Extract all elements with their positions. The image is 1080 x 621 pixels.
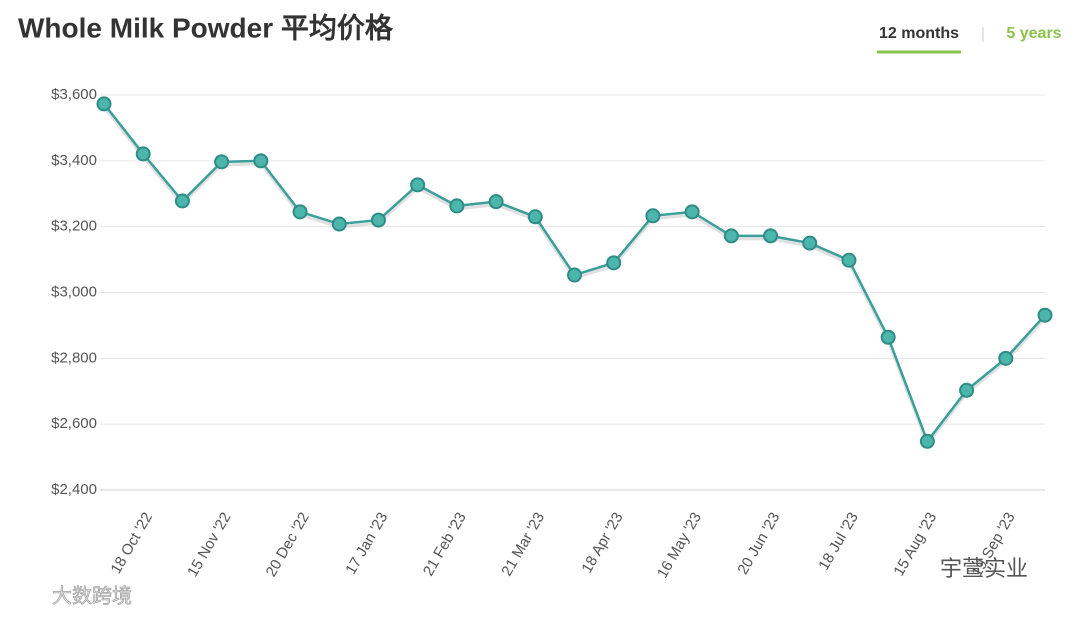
point bbox=[292, 204, 308, 220]
point bbox=[174, 193, 190, 209]
point bbox=[880, 329, 896, 345]
point bbox=[331, 216, 347, 232]
point bbox=[998, 350, 1014, 366]
watermark: 大数跨境 bbox=[52, 584, 132, 607]
x-tick-label: 20 Jun '23 bbox=[734, 509, 783, 577]
point bbox=[449, 198, 465, 214]
y-tick-label: $3,400 bbox=[51, 152, 97, 169]
point bbox=[684, 204, 700, 220]
point bbox=[527, 209, 543, 225]
x-tick-label: 17 Jan '23 bbox=[342, 509, 391, 577]
point bbox=[802, 235, 818, 251]
x-tick-label: 21 Feb '23 bbox=[420, 509, 470, 578]
point bbox=[645, 208, 661, 224]
point bbox=[96, 96, 112, 112]
point bbox=[841, 252, 857, 268]
x-tick-label: 18 Jul '23 bbox=[815, 509, 862, 573]
point bbox=[959, 382, 975, 398]
point bbox=[410, 177, 426, 193]
x-tick-label: 21 Mar '23 bbox=[498, 509, 548, 578]
tab[interactable]: 12 months bbox=[879, 25, 959, 42]
y-tick-label: $2,400 bbox=[51, 481, 97, 498]
y-tick-label: $3,600 bbox=[51, 86, 97, 103]
x-tick-label: 16 May '23 bbox=[654, 509, 705, 581]
point bbox=[919, 433, 935, 449]
point bbox=[763, 228, 779, 244]
point bbox=[370, 212, 386, 228]
point bbox=[488, 194, 504, 210]
y-tick-label: $3,000 bbox=[51, 283, 97, 300]
point bbox=[253, 153, 269, 169]
point bbox=[567, 267, 582, 283]
x-tick-label: 18 Apr '23 bbox=[578, 509, 626, 576]
point bbox=[606, 255, 622, 271]
x-tick-label: 20 Dec '22 bbox=[263, 509, 313, 579]
tab[interactable]: 5 years bbox=[1006, 25, 1061, 42]
point bbox=[214, 154, 230, 170]
chart-title: Whole Milk Powder 平均价格 bbox=[18, 12, 394, 43]
y-tick-label: $2,800 bbox=[51, 349, 97, 366]
point bbox=[723, 228, 739, 244]
x-tick-label: 15 Nov '22 bbox=[184, 509, 234, 579]
point bbox=[1037, 307, 1053, 323]
y-tick-label: $2,600 bbox=[51, 415, 97, 432]
x-tick-label: 15 Aug '23 bbox=[890, 509, 940, 579]
y-tick-label: $3,200 bbox=[51, 218, 97, 235]
x-tick-label: 18 Oct '22 bbox=[107, 509, 156, 576]
watermark: 宇萱实业 bbox=[940, 556, 1028, 581]
plot: $2,400 $2,600 $2,800 $3,000 $3,200 $3,400 $3,6… bbox=[51, 86, 1053, 581]
point bbox=[135, 146, 151, 162]
